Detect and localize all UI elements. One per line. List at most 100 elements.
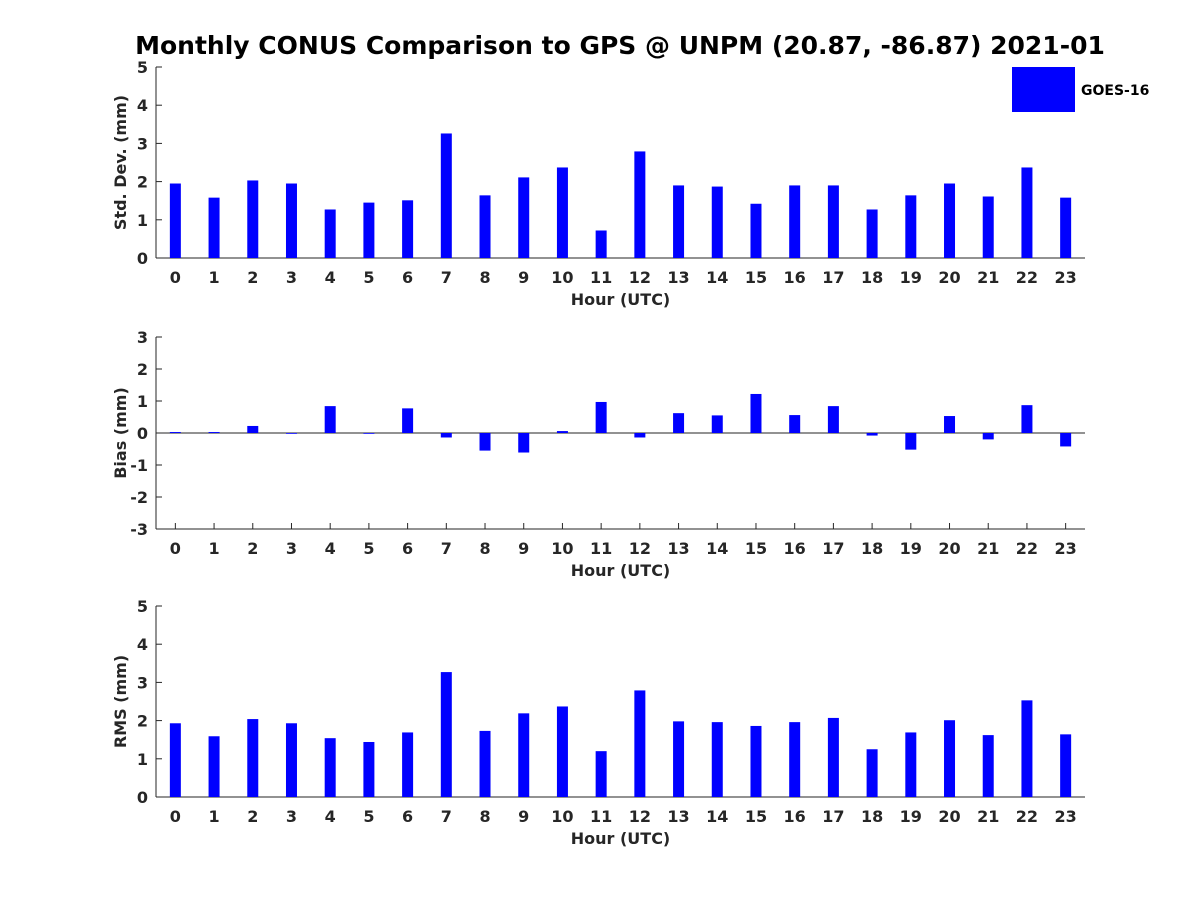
bar [556,431,568,433]
x-tick-label: 8 [479,539,490,558]
bar [247,425,259,433]
y-tick-label: 5 [137,597,148,616]
x-axis-label: Hour (UTC) [571,829,671,848]
x-axis-label: Hour (UTC) [571,290,671,309]
y-axis-label: RMS (mm) [111,655,130,748]
x-tick-label: 19 [900,268,922,287]
x-tick-label: 4 [325,268,336,287]
bar [789,415,801,433]
y-tick-label: 5 [137,58,148,77]
bar [1021,700,1033,797]
y-tick-label: -3 [130,520,148,539]
x-tick-label: 10 [551,807,573,826]
bar [905,732,917,797]
x-tick-label: 0 [170,539,181,558]
x-tick-label: 7 [441,539,452,558]
bar [866,209,878,258]
bar [402,732,414,797]
x-tick-label: 2 [247,807,258,826]
bar [711,415,723,433]
x-tick-label: 18 [861,539,883,558]
x-tick-label: 14 [706,268,728,287]
bar [440,672,452,797]
x-tick-label: 0 [170,807,181,826]
y-tick-label: 1 [137,750,148,769]
bar [285,433,297,434]
bar [518,713,530,797]
x-tick-label: 20 [938,539,960,558]
x-tick-label: 3 [286,539,297,558]
x-tick-label: 19 [900,807,922,826]
bar [324,406,336,433]
bar [905,433,917,450]
bar [711,186,723,258]
x-tick-label: 14 [706,807,728,826]
x-tick-label: 1 [208,807,219,826]
y-tick-label: 3 [137,134,148,153]
x-tick-label: 12 [629,539,651,558]
y-tick-label: -2 [130,488,148,507]
x-tick-label: 6 [402,268,413,287]
x-tick-label: 19 [900,539,922,558]
bar [673,413,685,433]
bar [208,197,220,258]
bar [827,185,839,258]
x-tick-label: 6 [402,807,413,826]
y-axis-label: Bias (mm) [111,387,130,479]
bar [1021,167,1033,258]
y-tick-label: 1 [137,211,148,230]
x-tick-label: 13 [667,807,689,826]
x-tick-label: 2 [247,268,258,287]
bar [1060,734,1072,797]
bar [905,195,917,258]
bar [285,183,297,258]
x-tick-label: 21 [977,807,999,826]
x-tick-label: 2 [247,539,258,558]
x-tick-label: 22 [1016,268,1038,287]
bar [324,738,336,797]
x-tick-label: 5 [363,268,374,287]
x-tick-label: 10 [551,268,573,287]
x-tick-label: 23 [1055,807,1077,826]
bar [479,730,491,797]
x-tick-label: 22 [1016,539,1038,558]
bar [673,185,685,258]
bar [247,180,259,258]
bar [518,177,530,258]
x-tick-label: 3 [286,268,297,287]
x-tick-label: 15 [745,268,767,287]
bar [982,433,994,440]
x-tick-label: 23 [1055,268,1077,287]
y-tick-label: 2 [137,712,148,731]
bar [711,722,723,797]
x-tick-label: 15 [745,807,767,826]
bar [634,690,646,797]
bar [866,433,878,436]
x-tick-label: 15 [745,539,767,558]
y-tick-label: 2 [137,173,148,192]
x-tick-label: 11 [590,268,612,287]
bar [789,722,801,797]
x-tick-label: 17 [822,807,844,826]
x-tick-label: 0 [170,268,181,287]
x-tick-label: 4 [325,807,336,826]
y-tick-label: 2 [137,360,148,379]
bar [1060,197,1072,258]
bar [1060,433,1072,447]
bar [673,721,685,797]
bar [944,720,956,797]
bar [595,751,607,797]
x-tick-label: 5 [363,539,374,558]
x-tick-label: 7 [441,807,452,826]
bar [402,200,414,258]
bar [169,183,181,258]
bar [363,202,375,258]
y-tick-label: -1 [130,456,148,475]
bar [750,393,762,433]
bar [789,185,801,258]
bar [518,433,530,453]
bar [750,203,762,258]
